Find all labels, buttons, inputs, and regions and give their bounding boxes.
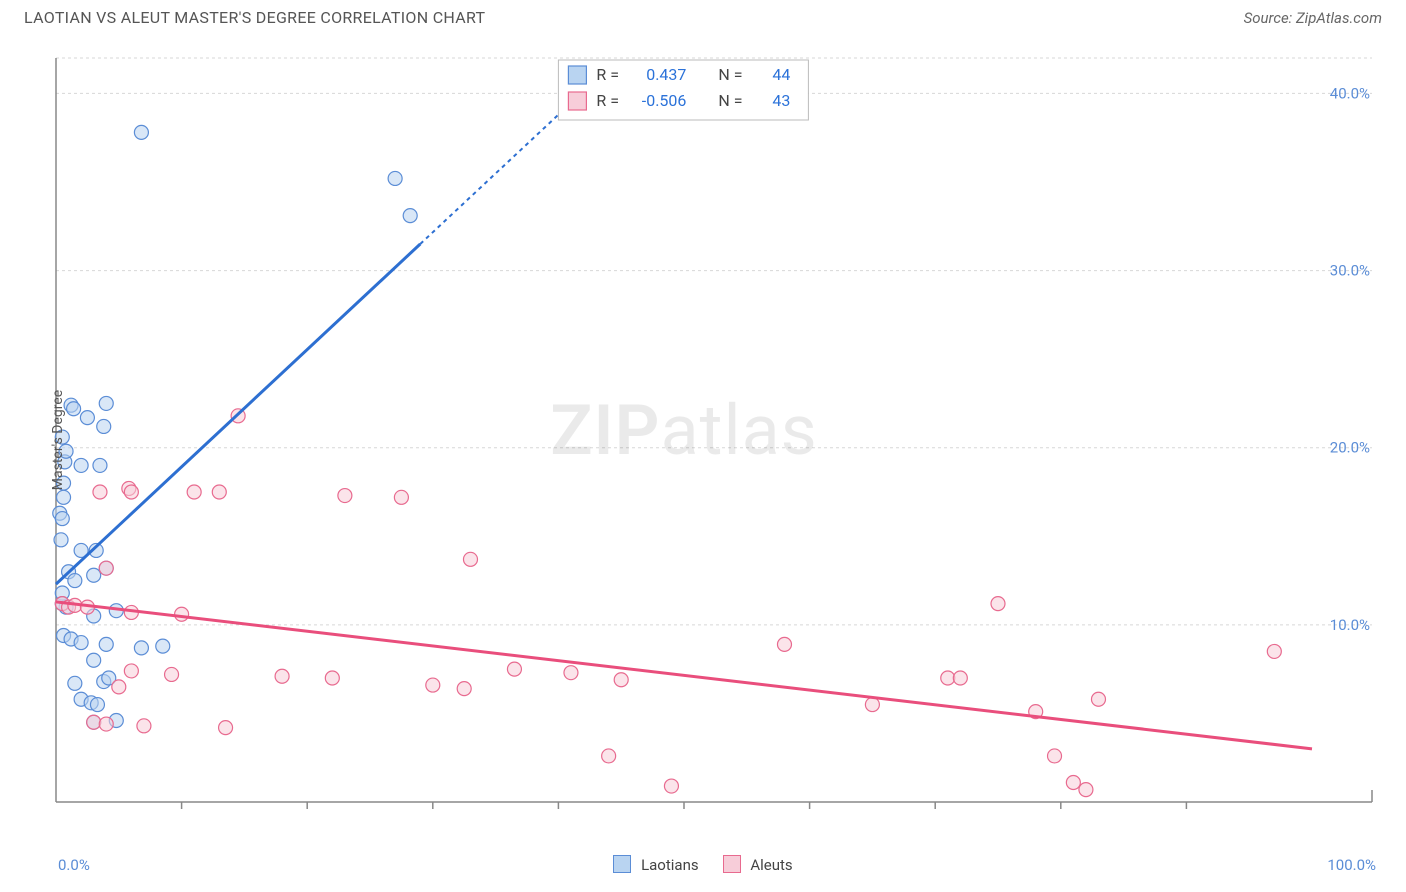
legend-item-laotians: Laotians: [613, 855, 698, 874]
legend-item-aleuts: Aleuts: [723, 855, 793, 874]
svg-text:ZIPatlas: ZIPatlas: [550, 390, 818, 472]
svg-text:20.0%: 20.0%: [1330, 439, 1370, 457]
x-axis-legend-row: 0.0% Laotians Aleuts 100.0%: [0, 855, 1406, 874]
svg-text:44: 44: [772, 65, 790, 84]
legend-swatch-aleuts: [723, 855, 741, 873]
scatter-plot-svg: 10.0% 20.0% 30.0% 40.0% ZIPatlas R = 0.437 N = 4…: [48, 48, 1382, 832]
svg-text:R =: R =: [596, 65, 619, 84]
legend-label-laotians: Laotians: [641, 856, 699, 874]
plot-area: Master's Degree 10.0% 20.0% 30.0% 40.0% ZIPa…: [48, 48, 1382, 832]
svg-text:R =: R =: [596, 91, 619, 110]
chart-title: LAOTIAN VS ALEUT MASTER'S DEGREE CORRELA…: [24, 8, 485, 27]
svg-text:N =: N =: [718, 91, 742, 110]
legend-label-aleuts: Aleuts: [750, 856, 792, 874]
y-axis-label: Master's Degree: [50, 390, 66, 490]
svg-text:-0.506: -0.506: [642, 91, 687, 110]
svg-text:30.0%: 30.0%: [1330, 262, 1370, 280]
series-legend: Laotians Aleuts: [613, 855, 792, 874]
svg-text:40.0%: 40.0%: [1330, 84, 1370, 102]
x-axis-min-label: 0.0%: [58, 856, 90, 874]
svg-text:0.437: 0.437: [646, 65, 686, 84]
svg-text:N =: N =: [718, 65, 742, 84]
svg-text:43: 43: [772, 91, 790, 110]
svg-text:10.0%: 10.0%: [1330, 616, 1370, 634]
x-axis-max-label: 100.0%: [1327, 856, 1376, 874]
source-label: Source: ZipAtlas.com: [1244, 9, 1382, 27]
legend-swatch-laotians: [613, 855, 631, 873]
